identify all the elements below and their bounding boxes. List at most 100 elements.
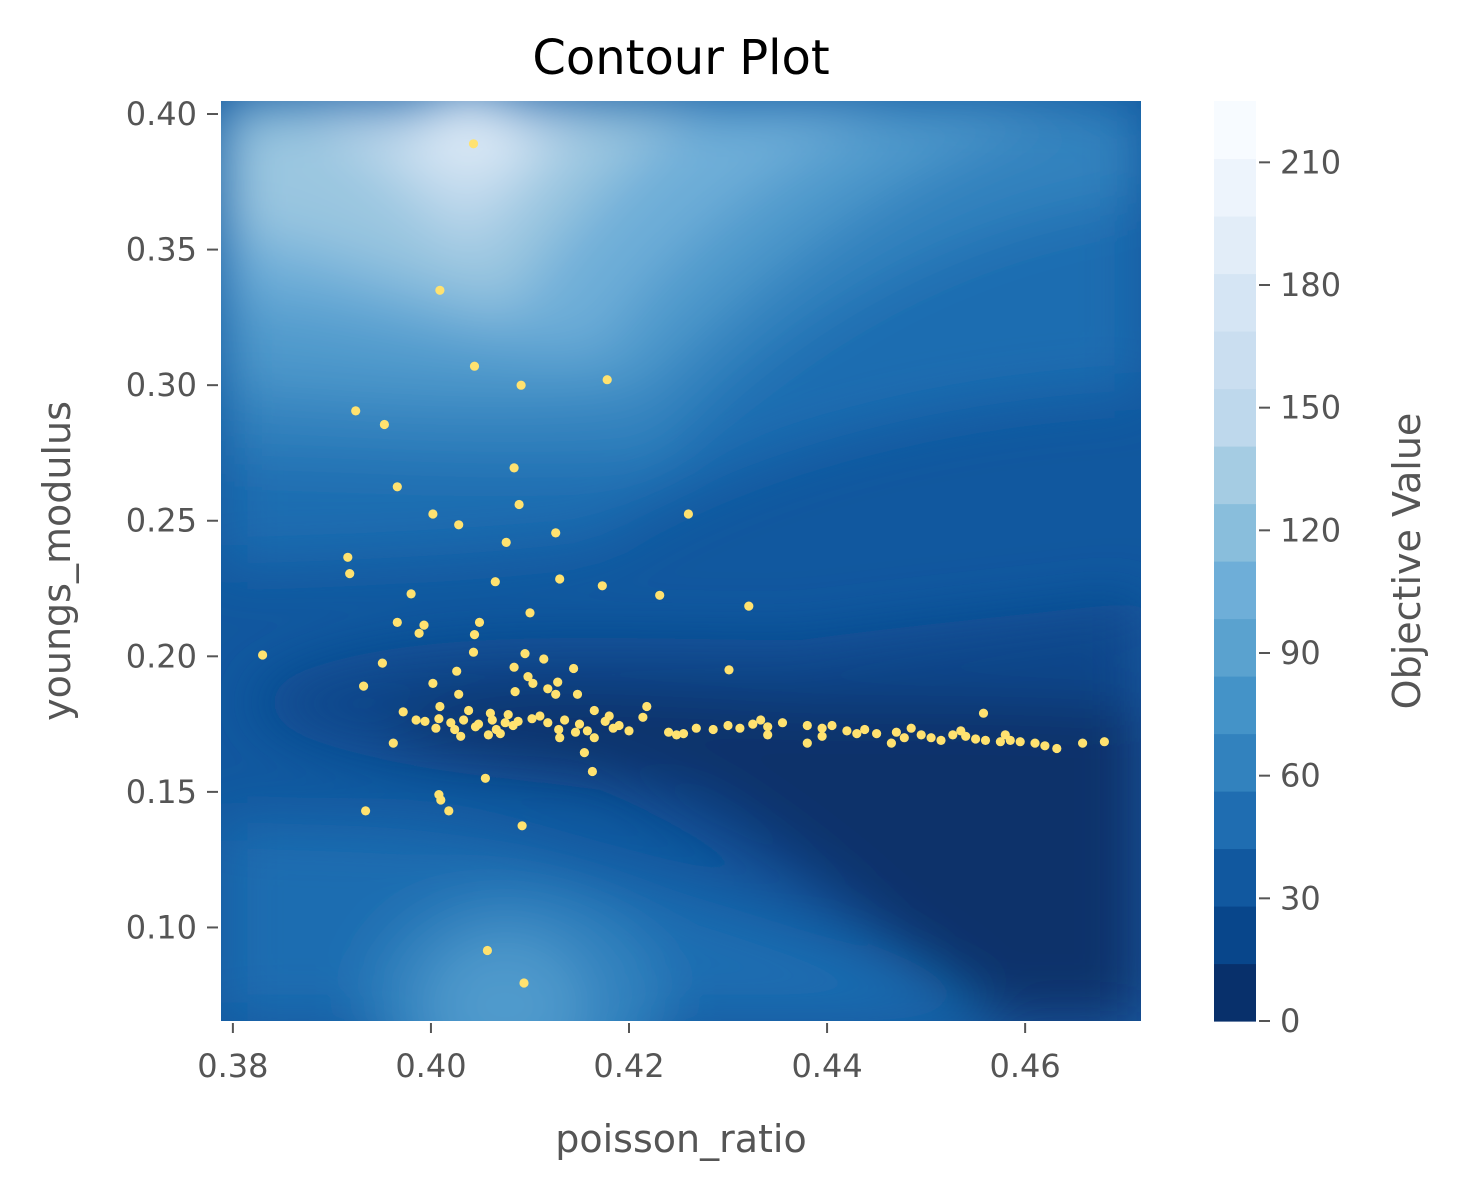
colorbar-band xyxy=(1214,848,1256,907)
colorbar-band xyxy=(1214,503,1256,562)
trial-point xyxy=(1052,743,1062,754)
colorbar-tick-label: 210 xyxy=(1280,143,1341,181)
trial-point xyxy=(802,738,812,748)
colorbar-tick-label: 180 xyxy=(1280,266,1341,304)
trial-point xyxy=(978,708,989,718)
trial-point xyxy=(748,719,758,729)
contour-band-upper-6 xyxy=(300,101,600,250)
colorbar-tick-label: 60 xyxy=(1280,757,1321,795)
trial-point xyxy=(543,718,553,728)
trial-point xyxy=(916,730,926,740)
trial-point xyxy=(817,731,827,741)
trial-point xyxy=(379,419,389,430)
trial-point xyxy=(452,666,462,676)
trial-point xyxy=(624,726,634,736)
trial-point xyxy=(444,806,454,816)
trial-point xyxy=(551,528,561,538)
trial-point xyxy=(258,650,268,660)
y-tick-label: 0.20 xyxy=(126,637,197,675)
trial-point xyxy=(691,723,701,733)
trial-point xyxy=(723,720,733,731)
colorbar-band xyxy=(1214,331,1256,390)
trial-point xyxy=(579,748,590,758)
trial-point xyxy=(509,662,519,672)
trial-point xyxy=(1040,741,1050,751)
contour-area xyxy=(221,101,1141,1021)
trial-point xyxy=(597,581,607,591)
trial-point xyxy=(388,738,398,748)
trial-point xyxy=(517,821,527,831)
y-tick-label: 0.15 xyxy=(126,773,197,811)
trial-point xyxy=(459,715,469,725)
trial-point xyxy=(487,715,497,725)
colorbar-tick-label: 90 xyxy=(1280,634,1321,672)
trial-point xyxy=(454,520,464,530)
trial-point xyxy=(469,630,480,640)
colorbar: 0 30 60 90 120 150 180 210 xyxy=(1214,101,1341,1040)
trial-point xyxy=(574,719,585,729)
trial-point xyxy=(468,139,479,149)
trial-point xyxy=(528,678,538,689)
trial-point xyxy=(351,406,361,416)
trial-point xyxy=(490,577,500,587)
trial-point xyxy=(842,726,852,736)
trial-point xyxy=(464,705,474,716)
trial-point xyxy=(503,710,513,720)
trial-point xyxy=(724,665,734,675)
trial-point xyxy=(683,509,694,519)
trial-point xyxy=(899,733,909,743)
trial-point xyxy=(852,729,862,739)
trial-point xyxy=(572,689,583,699)
x-axis-label: poisson_ratio xyxy=(555,1117,806,1161)
x-tick-label: 0.40 xyxy=(395,1047,466,1085)
y-tick-label: 0.35 xyxy=(126,231,197,269)
trial-point xyxy=(539,654,549,664)
colorbar-band xyxy=(1214,388,1256,447)
trial-point xyxy=(470,722,481,732)
trial-point xyxy=(936,735,946,746)
colorbar-band xyxy=(1214,618,1256,677)
trial-point xyxy=(744,601,754,611)
trial-point xyxy=(906,723,916,733)
trial-point xyxy=(1030,738,1040,748)
x-tick-label: 0.46 xyxy=(990,1047,1061,1085)
trial-point xyxy=(817,723,827,733)
colorbar-band xyxy=(1214,676,1256,735)
trial-point xyxy=(345,569,355,579)
trial-point xyxy=(956,726,966,736)
trial-point xyxy=(827,720,837,731)
trial-point xyxy=(569,663,579,674)
trial-point xyxy=(555,733,565,743)
trial-point xyxy=(587,766,598,777)
trial-point xyxy=(406,589,416,599)
y-tick-label: 0.30 xyxy=(126,366,197,404)
trial-point xyxy=(523,672,533,682)
y-axis-label: youngs_modulus xyxy=(35,401,79,721)
colorbar-tick-label: 150 xyxy=(1280,389,1341,427)
trial-point xyxy=(483,730,493,740)
trial-point xyxy=(469,361,480,371)
trial-point xyxy=(671,730,682,740)
colorbar-tick-label: 120 xyxy=(1280,511,1341,549)
trial-point xyxy=(551,689,561,699)
trial-point xyxy=(480,773,490,783)
trial-point xyxy=(434,714,444,724)
trial-point xyxy=(411,715,421,725)
trial-point xyxy=(436,795,446,805)
trial-point xyxy=(980,735,991,746)
trial-point xyxy=(1015,737,1025,747)
trial-point xyxy=(414,628,424,638)
trial-point xyxy=(482,945,492,956)
trial-point xyxy=(735,723,745,733)
trial-point xyxy=(519,978,529,988)
trial-point xyxy=(860,724,870,735)
trial-point xyxy=(474,617,485,628)
trial-point xyxy=(468,647,479,657)
colorbar-band xyxy=(1214,273,1256,332)
trial-point xyxy=(582,726,593,736)
x-axis: 0.38 0.40 0.42 0.44 0.46 xyxy=(197,1023,1061,1085)
x-tick-label: 0.44 xyxy=(791,1047,862,1085)
trial-point xyxy=(560,715,570,725)
trial-point xyxy=(655,590,665,600)
trial-point xyxy=(638,712,648,722)
